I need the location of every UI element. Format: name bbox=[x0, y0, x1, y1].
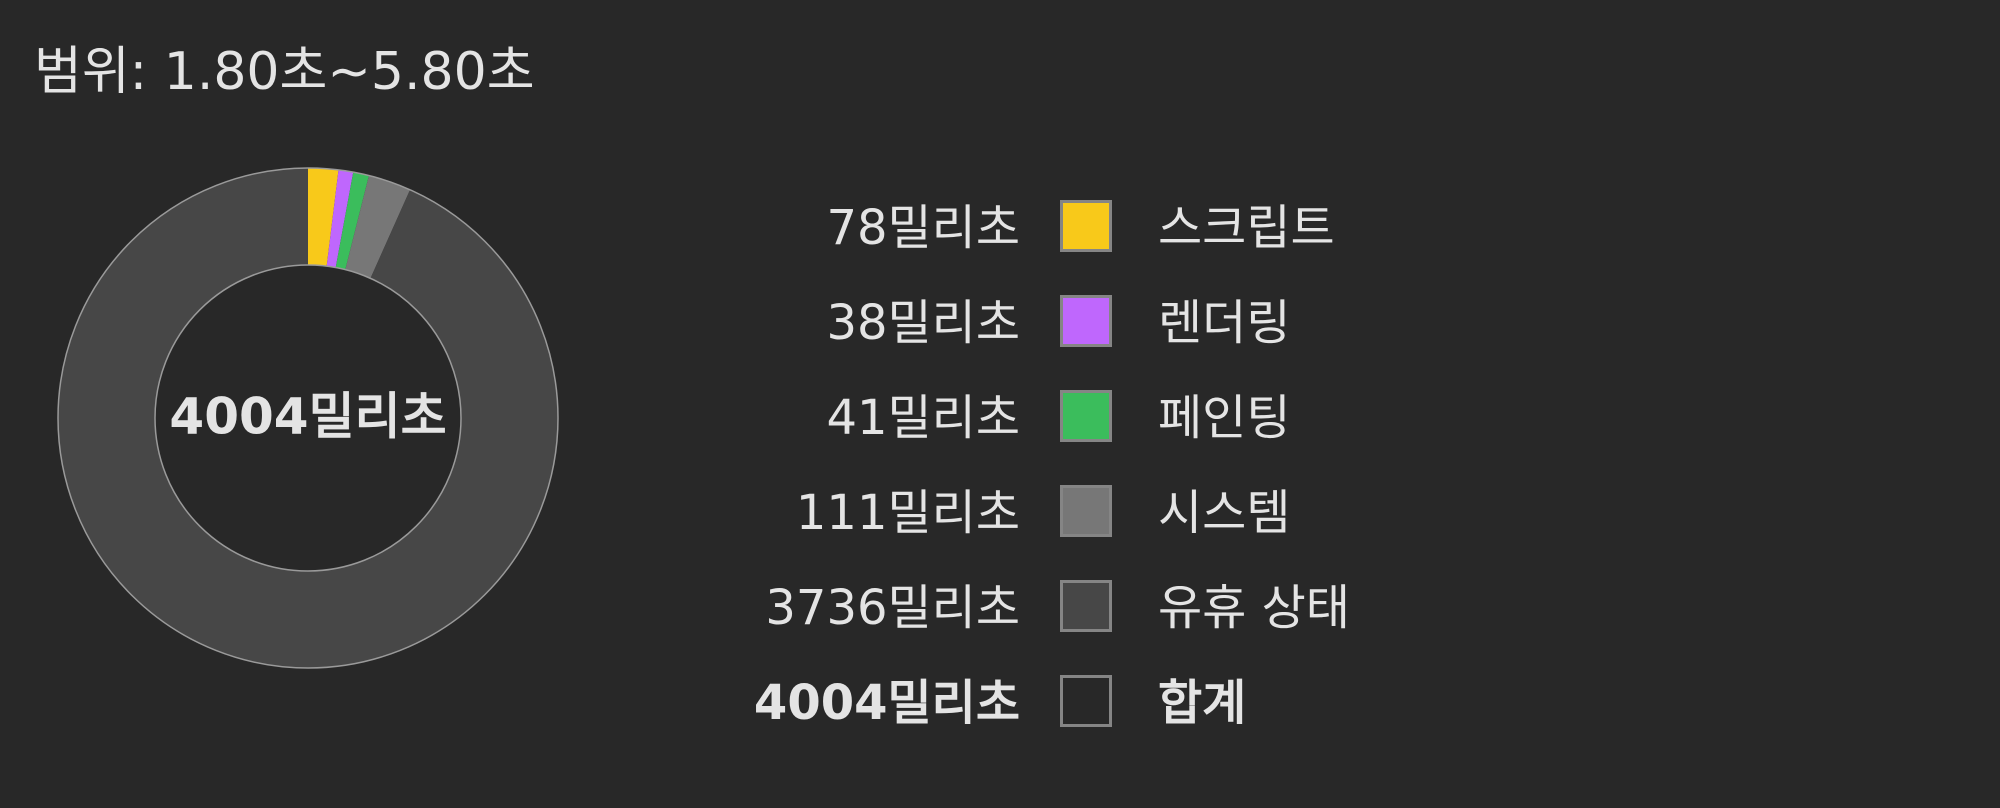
legend-row-total: 4004밀리초 합계 bbox=[600, 658, 1500, 748]
legend-value: 78밀리초 bbox=[826, 200, 1020, 256]
legend-name: 유휴 상태 bbox=[1158, 580, 1350, 636]
legend-row: 111밀리초 시스템 bbox=[600, 468, 1500, 558]
legend-value: 38밀리초 bbox=[826, 295, 1020, 351]
donut-center-total: 4004밀리초 bbox=[169, 388, 446, 446]
donut-slice bbox=[58, 168, 558, 669]
legend-row: 78밀리초 스크립트 bbox=[600, 183, 1500, 273]
legend-value: 111밀리초 bbox=[795, 485, 1020, 541]
legend-value: 4004밀리초 bbox=[753, 675, 1020, 731]
legend-swatch bbox=[1060, 580, 1112, 632]
legend-row: 41밀리초 페인팅 bbox=[600, 373, 1500, 463]
donut-outline bbox=[154, 264, 462, 572]
legend-swatch bbox=[1060, 675, 1112, 727]
legend-value: 3736밀리초 bbox=[765, 580, 1020, 636]
donut-slices bbox=[57, 167, 559, 669]
legend-name: 합계 bbox=[1158, 675, 1247, 731]
range-label: 범위: 1.80초~5.80초 bbox=[34, 42, 535, 102]
legend-value: 41밀리초 bbox=[826, 390, 1020, 446]
legend-name: 렌더링 bbox=[1158, 295, 1291, 351]
legend-name: 시스템 bbox=[1158, 485, 1291, 541]
legend-name: 페인팅 bbox=[1158, 390, 1291, 446]
legend-swatch bbox=[1060, 390, 1112, 442]
legend-row: 3736밀리초 유휴 상태 bbox=[600, 563, 1500, 653]
donut-slice bbox=[335, 172, 369, 270]
legend-swatch bbox=[1060, 200, 1112, 252]
donut-slice bbox=[326, 169, 354, 268]
donut-outline bbox=[57, 167, 559, 669]
donut-slice bbox=[308, 168, 339, 267]
legend-name: 스크립트 bbox=[1158, 200, 1335, 256]
legend-swatch bbox=[1060, 295, 1112, 347]
legend-row: 38밀리초 렌더링 bbox=[600, 278, 1500, 368]
legend-swatch bbox=[1060, 485, 1112, 537]
donut-slice bbox=[345, 175, 411, 279]
